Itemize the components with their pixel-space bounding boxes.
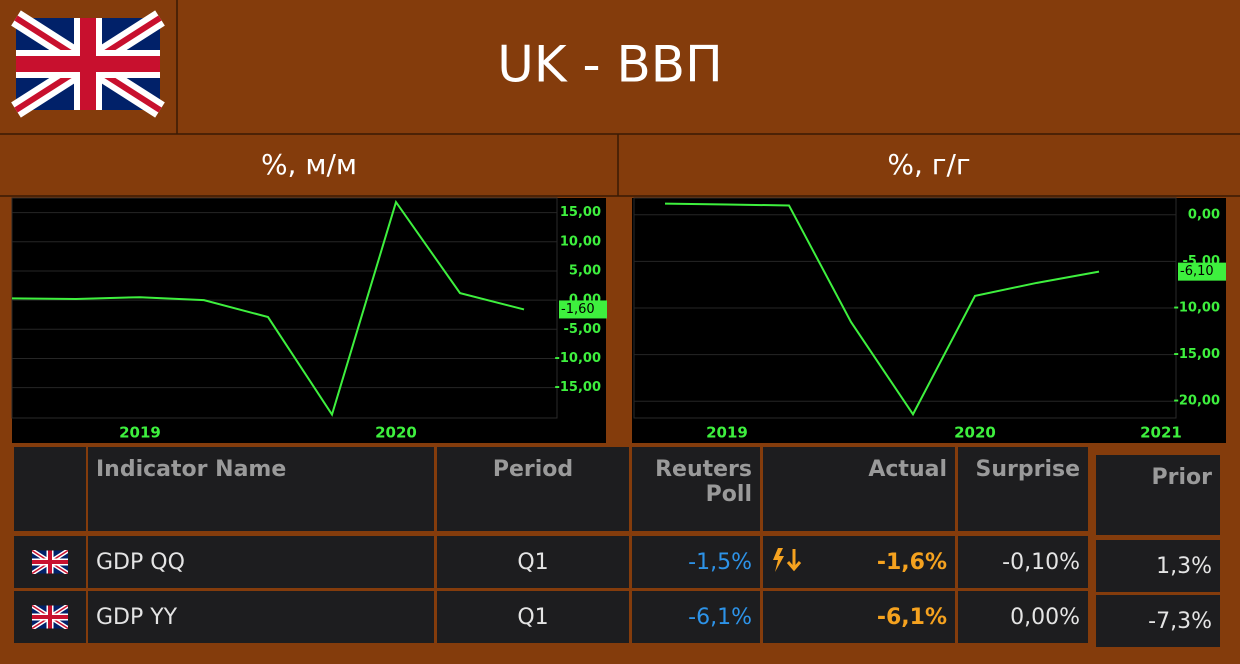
row-flag xyxy=(14,536,86,588)
column-header: Actual xyxy=(763,447,955,531)
y-tick-label: -10,00 xyxy=(1173,301,1220,316)
chart-title: %, м/м xyxy=(261,148,357,181)
row-flag xyxy=(14,591,86,643)
data-line xyxy=(11,199,525,417)
page-title: UK - ВВП xyxy=(497,36,722,94)
column-header: Period xyxy=(437,447,629,531)
y-tick-label: -15,00 xyxy=(1173,347,1220,362)
table-cell: Q1 xyxy=(437,536,629,588)
table-cell: -1,5% xyxy=(632,536,760,588)
column-header: Surprise xyxy=(958,447,1088,531)
value-label: -1,60 xyxy=(561,302,595,317)
surprise-icon xyxy=(770,546,804,578)
value-label-box xyxy=(1178,262,1226,281)
value-label: -6,10 xyxy=(1180,264,1214,279)
column-header: Indicator Name xyxy=(88,447,434,531)
y-tick-label: -20,00 xyxy=(1173,394,1220,409)
uk-flag xyxy=(11,10,165,118)
x-tick-label: 2020 xyxy=(375,424,417,442)
x-tick-label: 2019 xyxy=(119,424,161,442)
table-cell: -0,10% xyxy=(958,536,1088,588)
table-cell: -7,3% xyxy=(1096,595,1220,647)
table-cell: -6,1% xyxy=(763,591,955,643)
y-tick-label: 10,00 xyxy=(560,234,601,249)
y-tick-label: 15,00 xyxy=(560,205,601,220)
table-cell: 1,3% xyxy=(1096,540,1220,592)
table-cell: 0,00% xyxy=(958,591,1088,643)
plot-frame xyxy=(11,197,558,419)
column-header: Prior xyxy=(1096,455,1220,535)
flag-header xyxy=(14,447,86,531)
data-line xyxy=(664,202,1100,417)
chart-panel xyxy=(12,198,606,443)
y-tick-label: -10,00 xyxy=(554,351,601,366)
column-header: Reuters Poll xyxy=(632,447,760,531)
table-cell: Q1 xyxy=(437,591,629,643)
x-tick-label: 2021 xyxy=(1140,424,1182,442)
table-cell: GDP YY xyxy=(88,591,434,643)
y-tick-label: 0,00 xyxy=(1188,207,1220,222)
table-cell: -6,1% xyxy=(632,591,760,643)
y-tick-label: 5,00 xyxy=(569,263,601,278)
value-label-box xyxy=(559,300,607,319)
x-tick-label: 2020 xyxy=(954,424,996,442)
y-tick-label: -15,00 xyxy=(554,380,601,395)
y-tick-label: -5,00 xyxy=(564,322,601,337)
chart-title: %, г/г xyxy=(887,148,970,181)
chart-panel xyxy=(632,198,1226,443)
table-cell: GDP QQ xyxy=(88,536,434,588)
x-tick-label: 2019 xyxy=(706,424,748,442)
